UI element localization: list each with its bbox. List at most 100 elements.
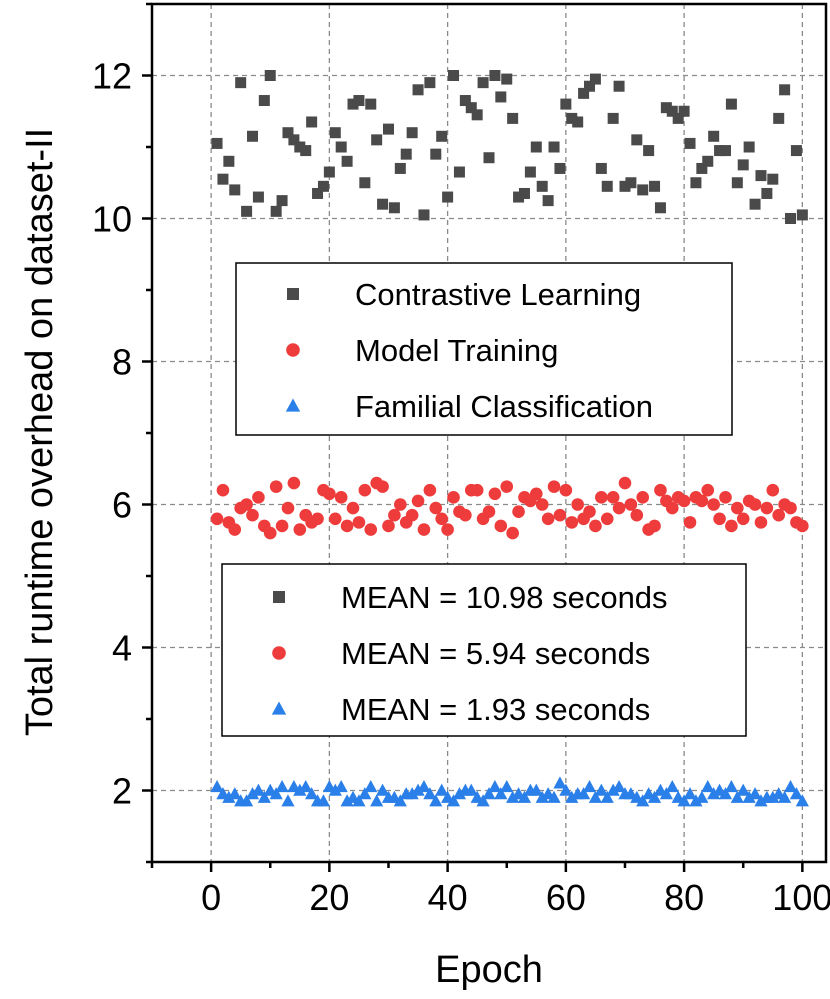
data-point [471,109,483,121]
x-tick-label: 0 [201,877,221,918]
data-point [790,145,802,157]
data-point [731,501,744,515]
data-point [405,787,419,800]
data-point [223,155,235,167]
legend-marker-triangle [271,701,287,715]
legend-label: Familial Classification [355,389,653,424]
data-point [795,794,809,807]
data-point [749,198,761,210]
y-tick-label: 6 [112,485,132,526]
data-point [742,790,756,803]
data-point [252,191,264,203]
data-point [565,516,579,529]
data-point [530,141,542,153]
data-point [630,508,644,522]
data-point [452,787,467,800]
data-point [311,512,324,526]
data-point [352,794,366,807]
data-point [713,512,726,526]
data-point [358,483,372,497]
data-point [677,494,691,508]
data-point [364,779,378,793]
data-point [429,794,443,807]
data-point [696,162,708,174]
data-point [406,127,418,139]
data-point [257,790,271,803]
data-point [288,134,300,146]
x-tick-label: 100 [772,877,830,918]
data-point [578,87,590,99]
data-point [636,794,650,807]
data-point [282,127,294,139]
data-point [394,498,407,511]
data-point [612,501,626,515]
data-point [707,787,721,800]
data-point [275,779,289,793]
legend-series: Contrastive Learning Model Training Famili… [235,262,733,436]
data-point [512,505,525,518]
data-point [666,105,678,117]
data-point [618,476,632,490]
data-point [779,84,791,96]
data-point [647,790,662,803]
data-point [252,491,265,504]
legend-label: MEAN = 1.93 seconds [341,692,650,727]
data-point [382,519,395,533]
data-point [761,187,773,199]
data-point [370,794,384,807]
data-point [754,794,768,807]
data-marks [210,70,809,807]
data-point [789,787,804,800]
legend-marker-square [287,288,299,300]
data-point [299,779,313,793]
data-point [754,516,768,529]
y-tick-label: 8 [112,342,132,383]
data-point [529,783,543,796]
data-point [624,498,638,511]
data-point [589,73,601,85]
data-point [263,526,277,540]
data-point [547,790,561,803]
legend-label: Model Training [355,333,558,368]
data-point [778,790,792,803]
x-tick-label: 80 [664,877,704,918]
data-point [736,783,750,796]
data-point [353,95,365,107]
data-point [559,483,573,497]
data-point [323,487,336,501]
data-point [347,98,359,110]
data-point [773,112,785,124]
data-point [707,498,720,511]
data-point [275,519,289,533]
legend-series-box [235,262,733,436]
data-point [660,102,672,114]
data-point [506,526,519,540]
data-point [281,794,295,807]
data-point [547,480,561,493]
data-point [517,790,532,803]
data-point [453,166,465,178]
data-point [659,787,673,800]
data-point [654,483,667,497]
data-point [507,112,519,124]
data-point [405,508,419,522]
data-point [245,787,260,800]
data-point [565,790,579,803]
data-point [689,794,703,807]
data-point [637,184,649,196]
data-point [524,166,536,178]
data-point [601,180,613,192]
data-point [560,98,572,110]
data-point [571,498,584,511]
data-point [377,198,389,210]
data-point [329,127,341,139]
data-point [340,519,354,533]
data-point [417,523,431,536]
data-point [606,783,620,796]
data-point [228,787,242,800]
data-point [612,779,626,793]
data-point [287,476,301,490]
data-point [708,130,720,142]
data-point [411,783,425,796]
data-point [500,480,514,493]
